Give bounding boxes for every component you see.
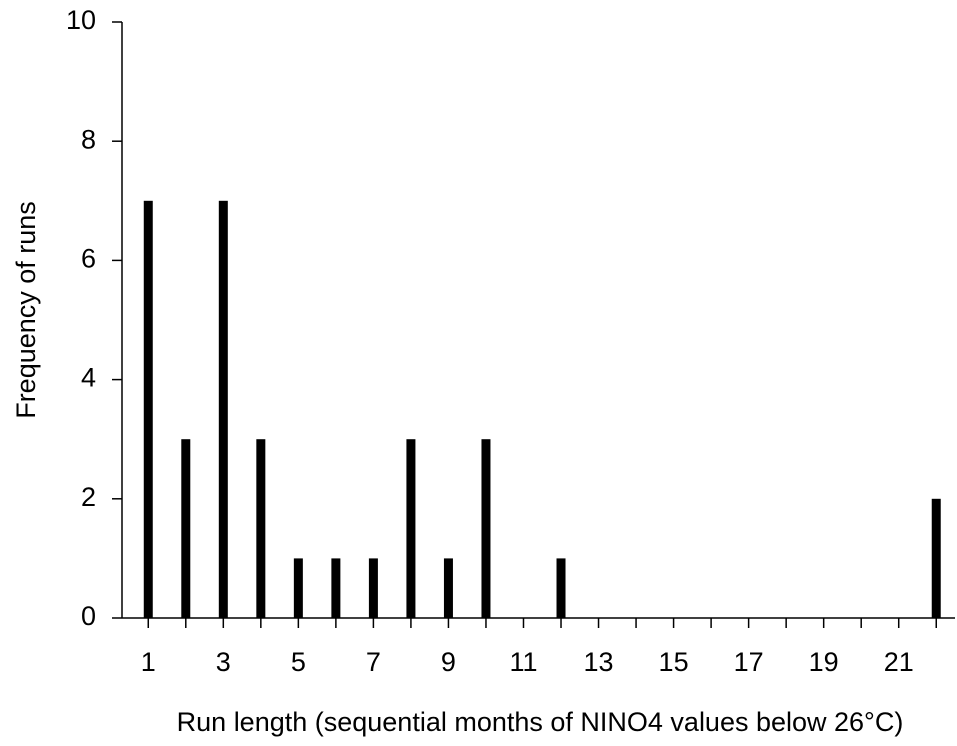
- x-tick-label: 3: [216, 647, 231, 677]
- bar: [293, 558, 303, 618]
- x-axis-label: Run length (sequential months of NINO4 v…: [177, 707, 904, 737]
- bar: [218, 200, 228, 619]
- x-tick-label: 17: [734, 647, 764, 677]
- bar: [931, 498, 941, 618]
- bar: [331, 558, 341, 618]
- y-tick-label: 2: [81, 482, 96, 512]
- bar: [406, 439, 416, 618]
- x-tick-label: 15: [659, 647, 689, 677]
- bar: [368, 558, 378, 618]
- x-tick-label: 11: [509, 647, 537, 677]
- bar: [181, 439, 191, 618]
- x-tick-label: 21: [884, 647, 914, 677]
- y-tick-label: 8: [81, 124, 96, 154]
- y-tick-label: 0: [81, 601, 96, 631]
- bar: [556, 558, 566, 618]
- y-axis-label: Frequency of runs: [11, 201, 41, 419]
- x-tick-label: 13: [584, 647, 614, 677]
- y-tick-label: 4: [81, 363, 96, 393]
- y-tick-label: 6: [81, 244, 96, 274]
- x-tick-label: 19: [809, 647, 839, 677]
- y-tick-label: 10: [66, 5, 96, 35]
- x-tick-label: 7: [366, 647, 381, 677]
- bar: [256, 439, 266, 618]
- bar: [143, 200, 153, 619]
- x-tick-label: 5: [291, 647, 306, 677]
- bar: [481, 439, 491, 618]
- x-tick-label: 1: [141, 647, 156, 677]
- bar: [443, 558, 453, 618]
- x-tick-label: 9: [441, 647, 456, 677]
